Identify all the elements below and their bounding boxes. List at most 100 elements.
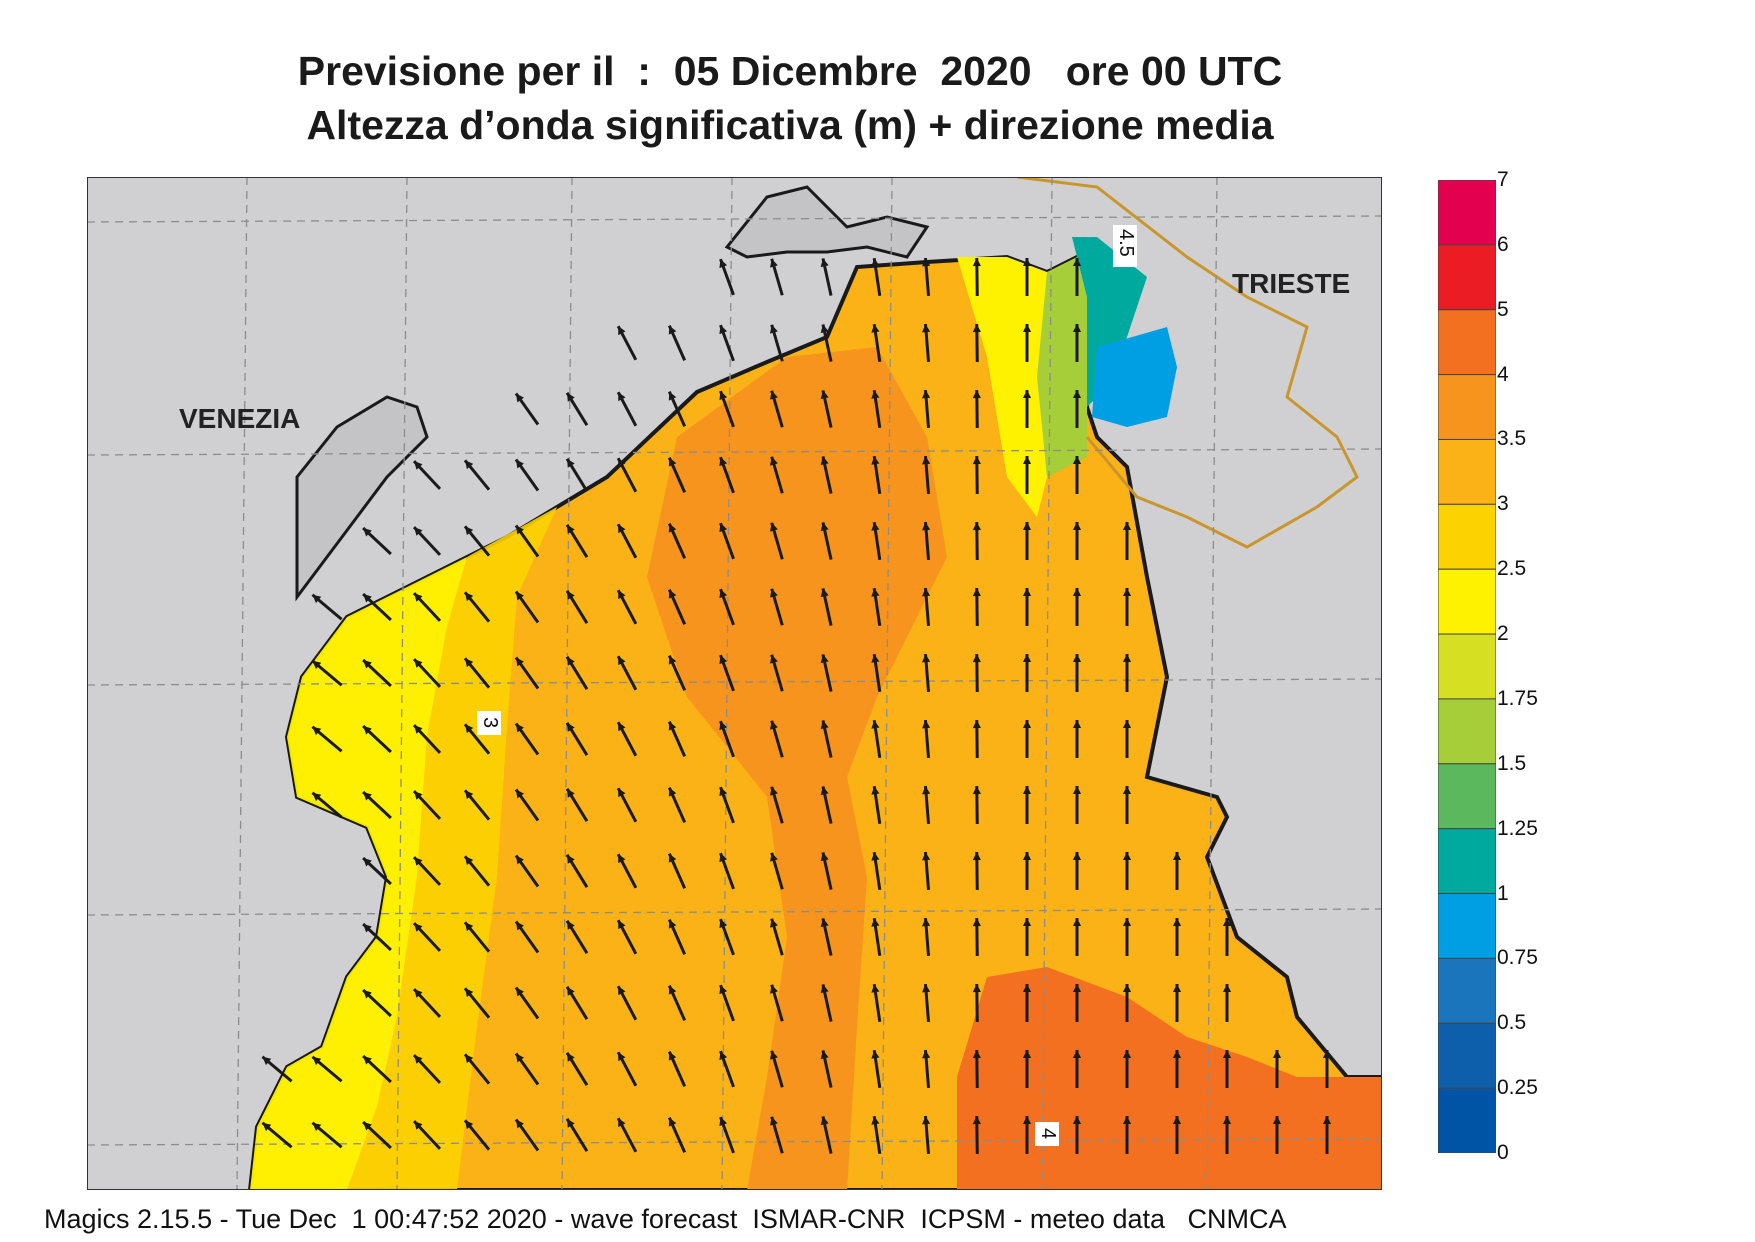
wave-direction-arrowhead (719, 523, 728, 533)
wave-direction-arrowhead (770, 654, 778, 664)
wave-direction-arrowhead (668, 919, 677, 929)
grid-meridian (1206, 177, 1218, 1190)
wave-direction-arrowhead (414, 593, 423, 602)
legend-tick-label: 0 (1497, 1141, 1509, 1164)
wave-direction-arrowhead (668, 1051, 677, 1061)
wave-direction-arrowhead (414, 923, 423, 932)
wave-direction-arrowhead (871, 786, 880, 795)
wave-direction-arrowhead (1022, 984, 1032, 993)
wave-direction-arrowhead (668, 985, 677, 995)
wave-direction-arrowhead (972, 720, 981, 729)
wave-direction-arrowhead (414, 527, 423, 536)
wave-direction-arrowhead (1072, 918, 1082, 927)
wave-direction-arrowhead (972, 588, 981, 597)
wave-direction-arrowhead (820, 324, 829, 334)
legend-tick-label: 7 (1497, 168, 1509, 191)
wave-direction-arrowhead (871, 324, 880, 333)
legend-tick-label: 0.25 (1497, 1076, 1538, 1100)
wave-direction-arrowhead (618, 326, 626, 336)
wave-direction-arrowhead (820, 786, 829, 796)
wave-direction-arrowhead (1022, 324, 1032, 333)
wave-direction-arrowhead (719, 787, 728, 797)
grid-parallel (87, 448, 1382, 456)
wave-direction-arrowhead (464, 526, 474, 536)
wave-direction-arrowhead (719, 589, 728, 599)
wave-direction-arrowhead (972, 456, 981, 465)
wave-direction-arrowhead (871, 456, 880, 465)
wave-direction-arrowhead (515, 789, 524, 799)
wave-direction-arrowhead (770, 918, 778, 928)
wave-direction-arrowhead (1172, 1050, 1182, 1059)
legend-swatch (1438, 893, 1496, 959)
wave-direction-arrowhead (719, 655, 728, 665)
wave-direction-arrowhead (770, 1050, 778, 1060)
wave-direction-arrowhead (820, 456, 829, 466)
wave-direction-arrowhead (972, 324, 981, 333)
wave-direction-arrowhead (567, 656, 575, 666)
wave-direction-arrowhead (515, 459, 524, 469)
wave-direction-arrowhead (1172, 1116, 1182, 1125)
wave-direction-arrowhead (515, 921, 524, 931)
wave-direction-arrowhead (972, 984, 981, 993)
wave-direction-arrowhead (1222, 1116, 1232, 1125)
wave-direction-arrowhead (1072, 654, 1082, 663)
wave-direction-arrowhead (312, 792, 322, 802)
legend-swatch (1438, 1087, 1496, 1153)
wave-direction-arrowhead (719, 1117, 728, 1127)
wave-direction-arrowhead (770, 324, 778, 334)
wave-direction-arrowhead (363, 528, 372, 537)
wave-direction-arrowhead (922, 786, 931, 795)
wave-direction-arrowhead (820, 720, 829, 730)
wave-direction-arrowhead (668, 787, 677, 797)
wave-direction-arrowhead (1122, 522, 1132, 531)
wave-direction-arrowhead (719, 919, 728, 929)
grid-parallel (87, 215, 1382, 223)
wave-direction-arrowhead (972, 1116, 981, 1125)
wave-direction-arrowhead (820, 918, 829, 928)
wave-direction-arrowhead (1122, 720, 1132, 729)
wave-direction-arrowhead (464, 1054, 474, 1064)
wave-direction-arrowhead (922, 852, 931, 861)
wave-direction-arrowhead (1022, 852, 1032, 861)
wave-direction-arrowhead (1122, 918, 1132, 927)
wave-direction-arrowhead (922, 1050, 931, 1059)
band-gulf-teal (1072, 237, 1147, 407)
wave-direction-arrowhead (618, 392, 626, 402)
band-gulf-blue (1092, 327, 1177, 427)
band-yellow-north (957, 257, 1057, 517)
legend-swatch (1438, 503, 1496, 570)
wave-direction-arrowhead (618, 788, 626, 798)
wave-direction-arrowhead (820, 588, 829, 598)
grid-parallel (87, 678, 1382, 686)
map-subtitle: Altezza d’onda significativa (m) + direz… (306, 102, 1274, 148)
wave-direction-arrowhead (1122, 588, 1132, 597)
wave-direction-arrowhead (1322, 1050, 1332, 1059)
legend-swatch (1438, 633, 1496, 700)
legend-swatch (1438, 374, 1496, 440)
wave-direction-arrowhead (922, 918, 931, 927)
wave-direction-arrowhead (464, 1120, 474, 1130)
wave-direction-arrowhead (922, 588, 931, 597)
wave-direction-arrowhead (922, 1116, 931, 1125)
wave-direction-arrowhead (820, 1116, 829, 1126)
wave-direction-arrowhead (972, 1050, 981, 1059)
wave-height-map: VENEZIA TRIESTE 4.5 3 4 (87, 177, 1382, 1190)
wave-direction-arrowhead (668, 325, 677, 335)
wave-direction-arrowhead (312, 594, 322, 604)
legend-tick-label: 6 (1497, 232, 1509, 256)
wave-direction-arrowhead (668, 853, 677, 863)
legend-swatch (1438, 1022, 1496, 1089)
wave-direction-arrowhead (1172, 852, 1182, 861)
wave-direction-arrowhead (567, 1118, 575, 1128)
wave-direction-arrowhead (1122, 1050, 1132, 1059)
wave-direction-arrows (261, 257, 1332, 1155)
wave-direction-arrowhead (922, 720, 931, 729)
wave-direction-arrowhead (618, 854, 626, 864)
wave-direction-arrowhead (1072, 324, 1082, 333)
wave-direction-arrowhead (1022, 522, 1032, 531)
legend-tick-label: 3.5 (1497, 427, 1527, 451)
wave-direction-arrowhead (972, 654, 981, 663)
wave-direction-arrowhead (1072, 390, 1082, 399)
wave-direction-arrowhead (363, 792, 372, 801)
wave-direction-arrowhead (1022, 786, 1032, 795)
